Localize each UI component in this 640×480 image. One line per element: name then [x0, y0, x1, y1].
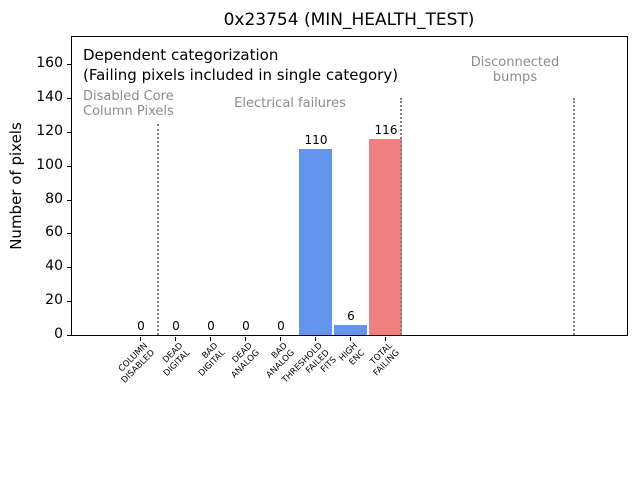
x-tick-mark-threshold-failed-fits [315, 337, 316, 341]
y-tick-mark-100 [67, 166, 71, 167]
bar-value-label-column-disabled: 0 [137, 319, 145, 333]
x-tick-mark-bad-analog [280, 337, 281, 341]
bar-value-label-total-failing: 116 [374, 123, 398, 137]
plot-area: Dependent categorization (Failing pixels… [71, 36, 628, 336]
x-tick-label-high-enc: HIGH ENC [337, 341, 368, 368]
x-tick-mark-dead-digital [175, 337, 176, 341]
y-tick-mark-40 [67, 267, 71, 268]
y-tick-mark-140 [67, 98, 71, 99]
x-tick-mark-column-disabled [140, 337, 141, 341]
y-tick-mark-60 [67, 233, 71, 234]
annotation-disconnected-bumps: Disconnected bumps [470, 55, 560, 85]
x-tick-label-total-failing: TOTAL FAILING [368, 341, 403, 379]
bar-value-label-bad-analog: 0 [277, 319, 285, 333]
x-tick-label-dead-digital: DEAD DIGITAL [160, 341, 193, 379]
y-tick-mark-80 [67, 200, 71, 201]
bar-value-label-high-enc: 6 [347, 309, 355, 323]
annotation-dependent-categorization: Dependent categorization (Failing pixels… [83, 46, 399, 84]
y-tick-label-120: 120 [36, 123, 63, 139]
bar-value-label-dead-analog: 0 [242, 319, 250, 333]
bar-total-failing [369, 139, 402, 335]
section-separator-1 [157, 124, 159, 335]
x-tick-label-column-disabled: COLUMN DISABLED [116, 341, 158, 386]
annotation-electrical-failures: Electrical failures [234, 96, 346, 111]
x-tick-mark-high-enc [350, 337, 351, 341]
x-tick-mark-dead-analog [245, 337, 246, 341]
y-tick-label-60: 60 [45, 224, 63, 240]
y-tick-label-0: 0 [54, 326, 63, 342]
bar-value-label-threshold-failed-fits: 110 [304, 133, 328, 147]
y-tick-label-20: 20 [45, 292, 63, 308]
x-tick-label-dead-analog: DEAD ANALOG [229, 341, 263, 381]
y-tick-mark-120 [67, 132, 71, 133]
x-tick-mark-bad-digital [210, 337, 211, 341]
annotation-disabled-core-column-pixels: Disabled Core Column Pixels [83, 89, 174, 119]
y-tick-mark-0 [67, 335, 71, 336]
x-tick-mark-total-failing [385, 337, 386, 341]
bar-high-enc [334, 325, 367, 335]
y-tick-mark-20 [67, 301, 71, 302]
y-tick-label-100: 100 [36, 157, 63, 173]
section-separator-2 [400, 98, 402, 335]
y-tick-label-80: 80 [45, 191, 63, 207]
y-tick-mark-160 [67, 64, 71, 65]
chart-title: 0x23754 (MIN_HEALTH_TEST) [223, 10, 475, 30]
x-tick-label-bad-digital: BAD DIGITAL [196, 341, 228, 379]
bar-value-label-bad-digital: 0 [207, 319, 215, 333]
y-tick-label-140: 140 [36, 89, 63, 105]
bar-value-label-dead-digital: 0 [172, 319, 180, 333]
y-tick-label-40: 40 [45, 258, 63, 274]
bar-threshold-failed-fits [299, 149, 332, 335]
section-separator-3 [573, 98, 575, 335]
y-tick-label-160: 160 [36, 55, 63, 71]
